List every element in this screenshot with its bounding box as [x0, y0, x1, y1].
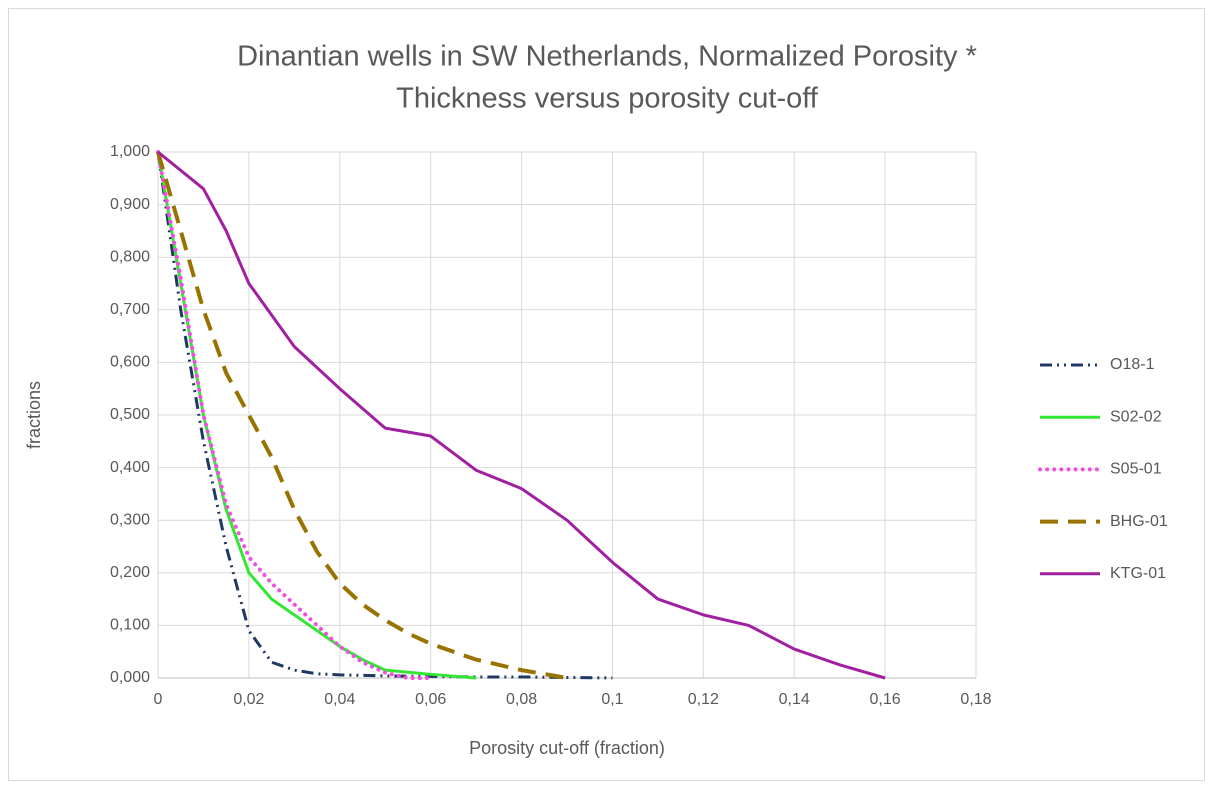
- series-line: [156, 151, 613, 680]
- legend-label: O18-1: [1110, 356, 1155, 373]
- y-tick-label: 0,500: [110, 406, 150, 423]
- x-axis-label: Porosity cut-off (fraction): [469, 738, 665, 758]
- y-tick-label: 0,600: [110, 354, 150, 371]
- series-line: [156, 151, 568, 680]
- x-tick-label: 0: [154, 691, 163, 708]
- legend-label: S05-01: [1110, 461, 1162, 478]
- x-tick-label: 0,02: [233, 691, 264, 708]
- legend-label: BHG-01: [1110, 513, 1168, 530]
- series-line: [156, 150, 433, 680]
- chart-frame: [8, 8, 1205, 781]
- legend-label: KTG-01: [1110, 565, 1166, 582]
- y-tick-label: 0,700: [110, 301, 150, 318]
- x-tick-label: 0,04: [324, 691, 355, 708]
- series-line: [156, 151, 477, 680]
- y-tick-label: 0,000: [110, 669, 150, 686]
- chart-subtitle: Thickness versus porosity cut-off: [396, 83, 819, 115]
- y-tick-label: 0,800: [110, 248, 150, 265]
- x-tick-label: 0,16: [870, 691, 901, 708]
- x-tick-label: 0,06: [415, 691, 446, 708]
- series-line: [157, 150, 886, 680]
- y-tick-label: 1,000: [110, 143, 150, 160]
- legend-label: S02-02: [1110, 408, 1162, 425]
- x-tick-label: 0,14: [779, 691, 810, 708]
- x-tick-label: 0,12: [688, 691, 719, 708]
- chart-title: Dinantian wells in SW Netherlands, Norma…: [237, 41, 977, 73]
- y-tick-label: 0,300: [110, 511, 150, 528]
- y-tick-label: 0,400: [110, 459, 150, 476]
- y-tick-label: 0,900: [110, 196, 150, 213]
- x-tick-label: 0,08: [506, 691, 537, 708]
- x-tick-label: 0,1: [601, 691, 623, 708]
- y-tick-label: 0,100: [110, 617, 150, 634]
- x-tick-label: 0,18: [960, 691, 991, 708]
- y-axis-label: fractions: [24, 381, 44, 449]
- y-tick-label: 0,200: [110, 564, 150, 581]
